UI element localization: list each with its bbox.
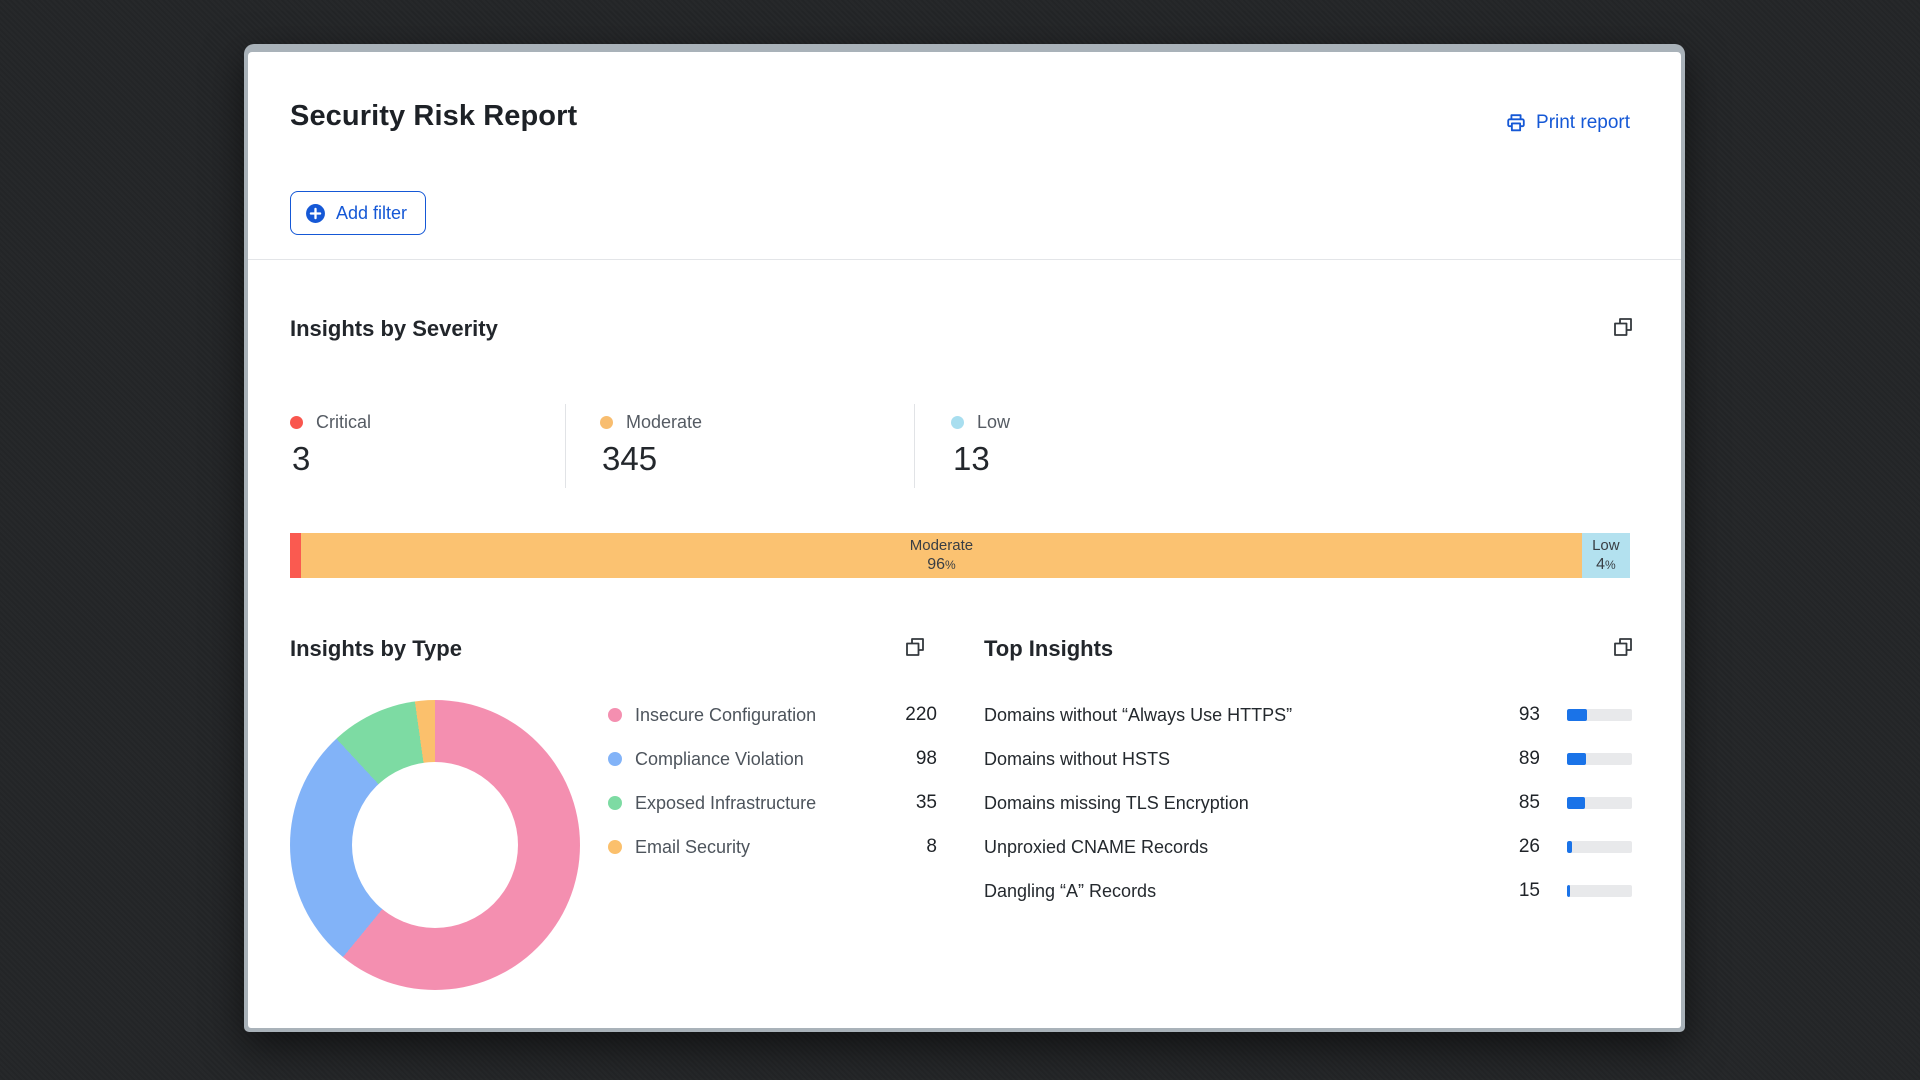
moderate-label: Moderate <box>626 412 703 432</box>
bar-segment-critical[interactable] <box>290 533 302 578</box>
print-report-link[interactable]: Print report <box>1505 112 1630 134</box>
type-donut-chart[interactable] <box>290 700 580 990</box>
critical-value: 3 <box>292 440 311 477</box>
moderate-value: 345 <box>602 440 658 477</box>
insight-mini-bar <box>1567 885 1632 897</box>
add-filter-label: Add filter <box>336 202 408 223</box>
severity-stats: Critical 3 Moderate 345 Low 13 <box>290 404 1010 488</box>
legend-item[interactable]: Insecure Configuration 220 <box>608 693 937 737</box>
bar-low-pct: 4% <box>1596 556 1616 573</box>
top-insights-list: Domains without “Always Use HTTPS” 93 Do… <box>984 693 1632 913</box>
low-dot-icon <box>951 416 964 429</box>
moderate-dot-icon <box>600 416 613 429</box>
severity-stacked-bar: Moderate 96% Low 4% <box>290 533 1630 578</box>
insight-row[interactable]: Dangling “A” Records 15 <box>984 869 1632 913</box>
bar-segment-moderate[interactable]: Moderate 96% <box>301 533 1582 578</box>
insight-row[interactable]: Domains without HSTS 89 <box>984 737 1632 781</box>
page-title: Security Risk Report <box>290 100 578 132</box>
insight-mini-bar <box>1567 797 1632 809</box>
legend-dot-icon <box>608 708 622 722</box>
bar-low-label: Low <box>1592 537 1620 554</box>
legend-dot-icon <box>608 796 622 810</box>
low-value: 13 <box>953 440 990 477</box>
stat-critical: Critical 3 <box>290 404 566 488</box>
stat-moderate: Moderate 345 <box>566 404 915 488</box>
insight-row[interactable]: Domains missing TLS Encryption 85 <box>984 781 1632 825</box>
legend-item[interactable]: Compliance Violation 98 <box>608 737 937 781</box>
insight-row[interactable]: Unproxied CNAME Records 26 <box>984 825 1632 869</box>
bar-moderate-label: Moderate <box>909 537 974 554</box>
type-copy-icon[interactable] <box>903 634 929 660</box>
print-report-label: Print report <box>1536 112 1630 133</box>
bar-segment-low[interactable]: Low 4% <box>1581 533 1630 578</box>
top-insights-copy-icon[interactable] <box>1611 634 1637 660</box>
header-divider <box>248 259 1681 260</box>
report-window: Security Risk Report Print report Add fi… <box>244 44 1685 1032</box>
legend-item[interactable]: Exposed Infrastructure 35 <box>608 781 937 825</box>
severity-section-title: Insights by Severity <box>290 316 498 341</box>
top-insights-section-title: Top Insights <box>984 636 1114 661</box>
bar-moderate-pct: 96% <box>927 556 956 573</box>
printer-icon <box>1505 112 1527 134</box>
insight-row[interactable]: Domains without “Always Use HTTPS” 93 <box>984 693 1632 737</box>
plus-circle-icon <box>305 203 326 224</box>
severity-copy-icon[interactable] <box>1611 314 1637 340</box>
critical-dot-icon <box>290 416 303 429</box>
report-card: Security Risk Report Print report Add fi… <box>248 52 1681 1028</box>
insight-mini-bar <box>1567 841 1632 853</box>
critical-label: Critical <box>316 412 372 432</box>
legend-dot-icon <box>608 840 622 854</box>
type-section-title: Insights by Type <box>290 636 462 661</box>
type-legend: Insecure Configuration 220 Compliance Vi… <box>608 693 937 869</box>
legend-item[interactable]: Email Security 8 <box>608 825 937 869</box>
add-filter-button[interactable]: Add filter <box>290 191 427 235</box>
low-label: Low <box>977 412 1011 432</box>
stat-low: Low 13 <box>915 404 1010 488</box>
donut-hole <box>352 762 518 928</box>
insight-mini-bar <box>1567 753 1632 765</box>
legend-dot-icon <box>608 752 622 766</box>
insight-mini-bar <box>1567 709 1632 721</box>
